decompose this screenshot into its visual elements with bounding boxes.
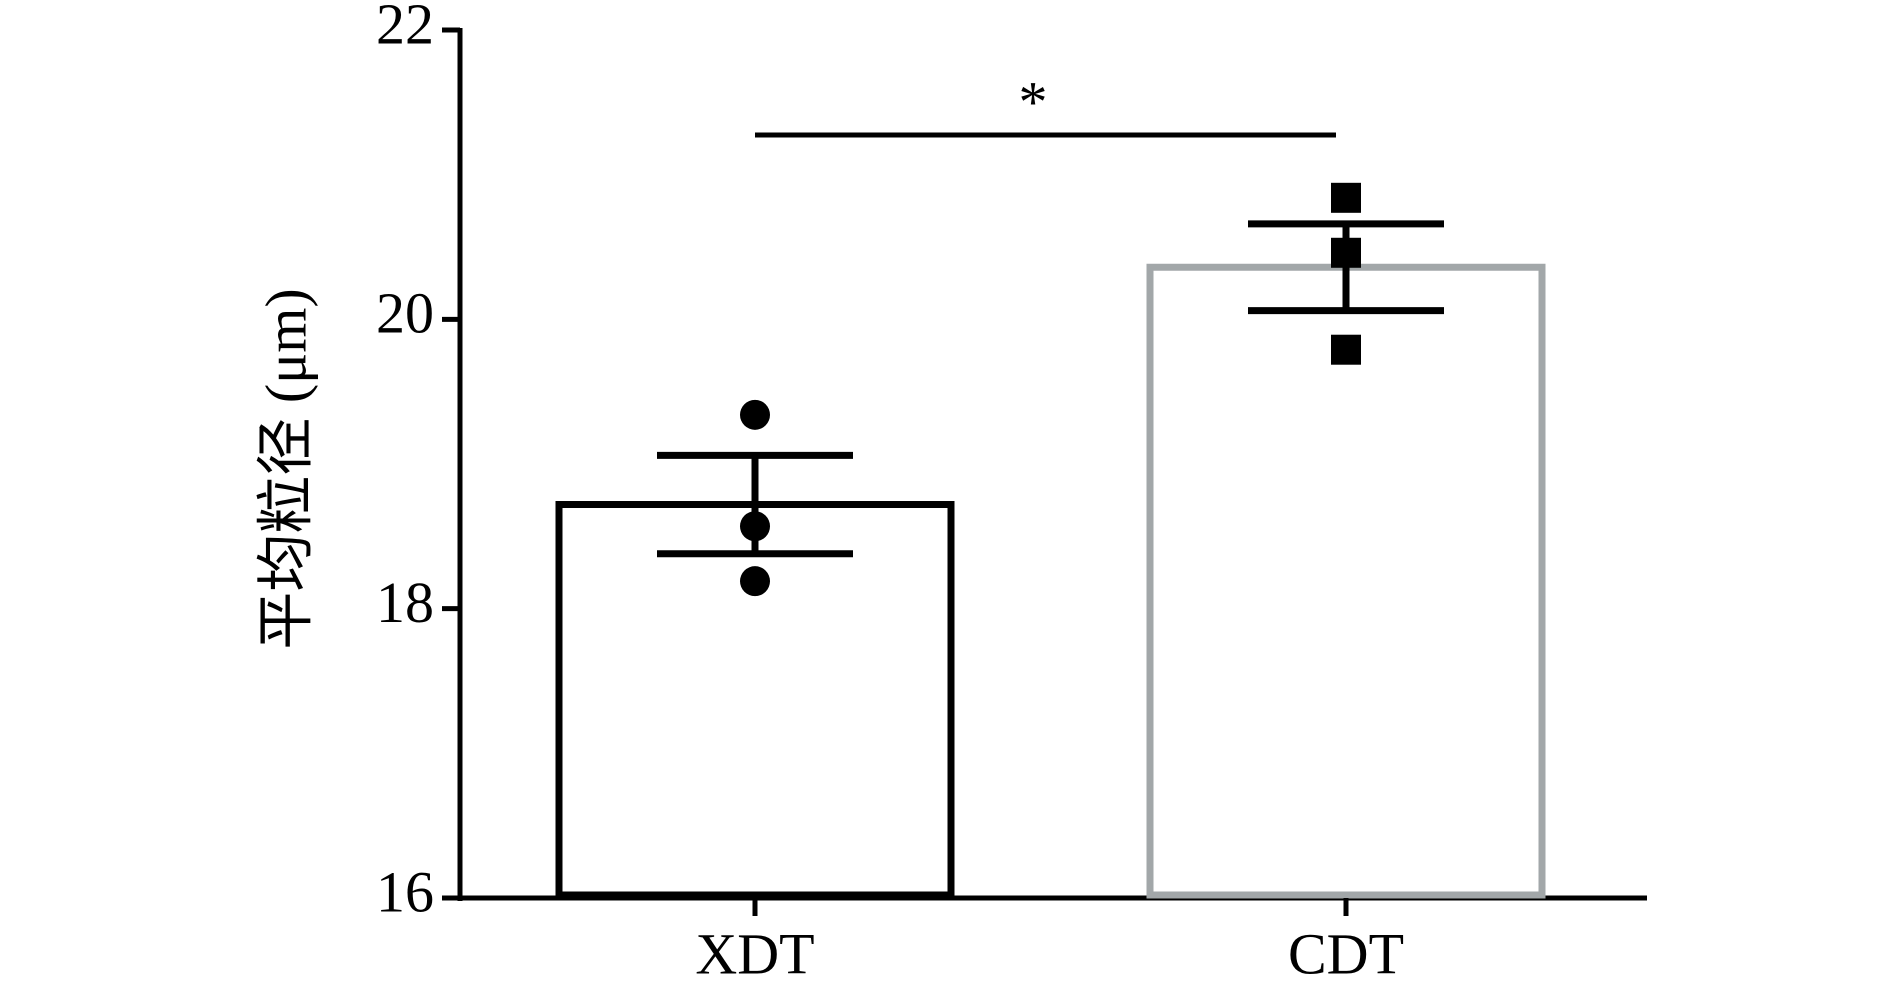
data-point xyxy=(740,511,770,542)
x-tick-label: CDT xyxy=(1288,921,1404,986)
data-point xyxy=(1331,237,1361,268)
bar xyxy=(555,501,955,899)
y-tick-label: 16 xyxy=(376,859,434,924)
y-tick-label: 22 xyxy=(376,0,434,56)
y-tick-label: 20 xyxy=(376,281,434,346)
data-point xyxy=(1331,334,1361,365)
y-axis-label: 平均粒径 (μm) xyxy=(253,288,318,649)
significance-label: * xyxy=(1019,69,1048,134)
x-tick-label: XDT xyxy=(695,921,814,986)
y-tick-label: 18 xyxy=(376,570,434,635)
data-point xyxy=(740,399,770,430)
data-point xyxy=(1331,182,1361,213)
data-point xyxy=(740,566,770,597)
